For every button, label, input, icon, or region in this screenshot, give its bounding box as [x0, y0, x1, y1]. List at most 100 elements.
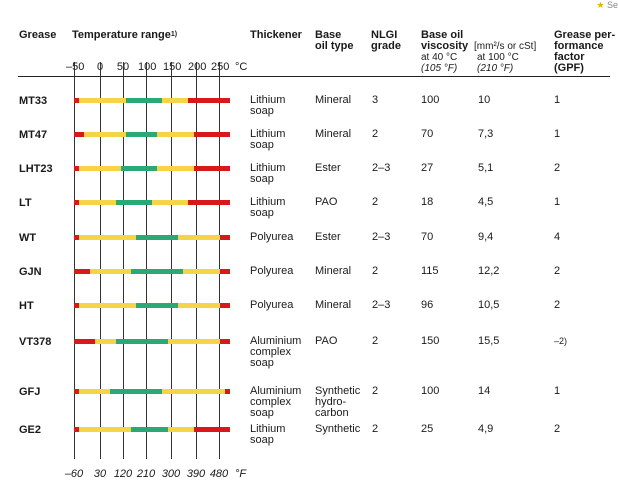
temperature-bar-segment-red — [219, 303, 230, 308]
corner-badge[interactable]: ★ Se — [596, 0, 618, 11]
thickener-cell: Lithium — [250, 128, 286, 140]
temperature-bar-segment-green — [131, 269, 184, 274]
temperature-bar-segment-red — [74, 427, 80, 432]
base-oil-cell: Mineral — [315, 299, 352, 311]
thickener-cell: Aluminium — [250, 335, 302, 347]
gpf-cell: 2 — [554, 265, 561, 277]
temperature-bar-segment-yellow — [94, 339, 116, 344]
base-oil-cell: Mineral — [315, 94, 352, 106]
temperature-bar-segment-red — [219, 339, 230, 344]
header-gpf-line3: factor — [554, 51, 585, 63]
header-gpf-line2: formance — [554, 40, 604, 52]
viscosity-100-cell: 15,5 — [478, 335, 500, 347]
celsius-tick: 100 — [138, 61, 157, 73]
fahrenheit-tick: 300 — [161, 468, 181, 480]
celsius-tick: –50 — [66, 61, 85, 73]
fahrenheit-tick: –60 — [64, 468, 84, 480]
nlgi-cell: 2 — [372, 265, 379, 277]
temperature-bar-segment-yellow — [79, 98, 126, 103]
temperature-bar-segment-yellow — [178, 235, 220, 240]
header-base-oil-type-line2: oil type — [315, 40, 354, 52]
viscosity-40-cell: 100 — [421, 385, 440, 397]
header-visc-100: at 100 °C (210 °F) — [477, 52, 519, 74]
header-viscosity-unit: [mm²/s or cSt] — [474, 41, 537, 52]
temperature-bar-segment-yellow — [167, 339, 220, 344]
celsius-tick: 200 — [188, 61, 207, 73]
viscosity-100-cell: 10 — [478, 94, 491, 106]
header-viscosity-line1: Base oil — [421, 29, 464, 41]
header-nlgi-grade: NLGI grade — [371, 30, 401, 52]
gpf-cell: 1 — [554, 385, 561, 397]
grid-line — [146, 62, 147, 459]
nlgi-cell: 2 — [372, 128, 379, 140]
temperature-bar-segment-green — [115, 200, 152, 205]
fahrenheit-tick: 30 — [93, 468, 107, 480]
temperature-bar-segment-green — [131, 427, 168, 432]
temperature-bar-segment-green — [136, 303, 178, 308]
grid-line — [196, 62, 197, 459]
base-oil-cell: Ester — [315, 162, 341, 174]
nlgi-cell: 2 — [372, 423, 379, 435]
temperature-bar-segment-red — [74, 98, 80, 103]
viscosity-100-cell: 9,4 — [478, 231, 494, 243]
nlgi-cell: 2 — [372, 335, 379, 347]
header-thickener: Thickener — [250, 29, 302, 41]
grid-line — [100, 62, 101, 459]
base-oil-cell: Mineral — [315, 265, 352, 277]
temperature-bar-segment-green — [110, 389, 163, 394]
temperature-bar-segment-red — [193, 132, 230, 137]
celsius-tick: 150 — [163, 61, 182, 73]
base-oil-cell: Synthetic — [315, 423, 361, 435]
temperature-bar-segment-yellow — [79, 235, 137, 240]
gpf-cell: 1 — [554, 196, 561, 208]
viscosity-100-cell: 7,3 — [478, 128, 494, 140]
thickener-cell: complex — [250, 396, 291, 408]
header-visc-40-label: at 40 °C — [421, 52, 458, 63]
nlgi-cell: 2–3 — [372, 231, 391, 243]
viscosity-40-cell: 18 — [421, 196, 434, 208]
base-oil-cell: PAO — [315, 196, 338, 208]
viscosity-100-cell: 10,5 — [478, 299, 500, 311]
temperature-bar-segment-yellow — [89, 269, 132, 274]
thickener-cell: soap — [250, 105, 274, 117]
thickener-cell: Lithium — [250, 94, 286, 106]
thickener-cell: soap — [250, 407, 274, 419]
temperature-bar-segment-red — [74, 235, 80, 240]
grease-name: MT47 — [19, 129, 48, 141]
grid-line — [123, 62, 124, 459]
gpf-cell: 4 — [554, 231, 561, 243]
viscosity-40-cell: 115 — [421, 265, 439, 277]
temperature-bar-segment-yellow — [178, 303, 220, 308]
nlgi-cell: 2 — [372, 196, 379, 208]
thickener-cell: soap — [250, 139, 274, 151]
header-viscosity-line2: viscosity — [421, 40, 469, 52]
header-visc-40-f: (105 °F) — [421, 63, 458, 74]
temperature-bar-segment-red — [74, 303, 80, 308]
viscosity-100-cell: 5,1 — [478, 162, 494, 174]
viscosity-40-cell: 27 — [421, 162, 434, 174]
base-oil-cell: Ester — [315, 231, 341, 243]
header-base-oil-type-line1: Base — [315, 29, 342, 41]
temperature-bar-segment-red — [188, 98, 230, 103]
temperature-bar-segment-red — [188, 200, 230, 205]
base-oil-cell: Synthetic — [315, 385, 361, 397]
thickener-cell: Lithium — [250, 423, 286, 435]
temperature-bar-segment-yellow — [79, 166, 121, 171]
grease-name: WT — [19, 232, 37, 244]
gpf-cell: 2 — [554, 162, 561, 174]
viscosity-40-cell: 150 — [421, 335, 440, 347]
temperature-bar-segment-yellow — [79, 303, 137, 308]
grease-name: GJN — [19, 266, 42, 278]
viscosity-100-cell: 12,2 — [478, 265, 500, 277]
header-base-oil-type: Base oil type — [315, 30, 354, 52]
temperature-bar-segment-green — [126, 98, 163, 103]
temperature-bar-segment-red — [74, 166, 80, 171]
gpf-cell: 2 — [554, 299, 561, 311]
grid-line — [219, 62, 220, 459]
nlgi-cell: 3 — [372, 94, 379, 106]
header-temperature-range-label: Temperature range — [72, 29, 171, 41]
temperature-bar-segment-red — [193, 166, 230, 171]
thickener-cell: soap — [250, 173, 274, 185]
temperature-bar-segment-red — [74, 269, 90, 274]
temperature-bar-segment-red — [224, 389, 230, 394]
